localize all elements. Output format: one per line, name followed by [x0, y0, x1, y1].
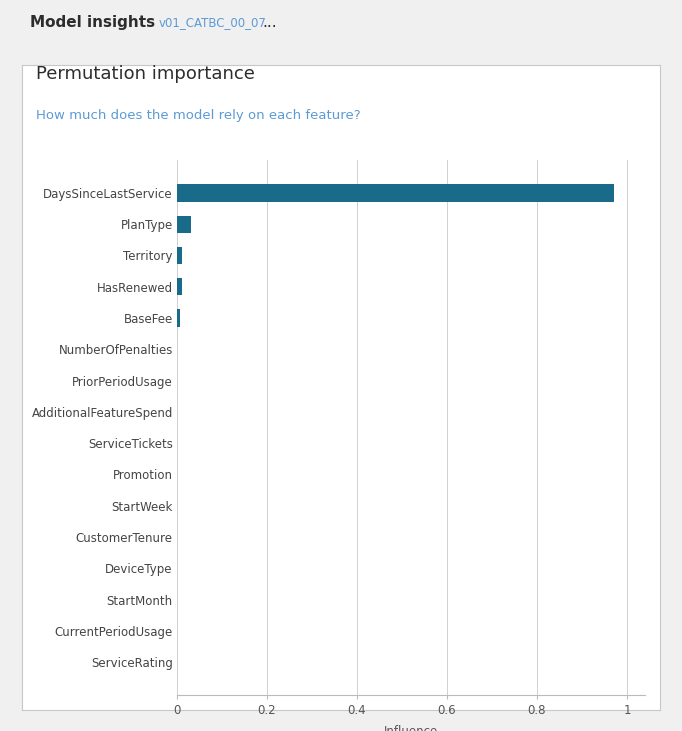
Text: ...: ... [263, 15, 277, 30]
Bar [177, 279, 181, 295]
X-axis label: Influence: Influence [384, 725, 438, 731]
Bar [177, 309, 179, 327]
Text: v01_CATBC_00_07: v01_CATBC_00_07 [159, 16, 267, 29]
Bar [177, 184, 614, 202]
Text: Permutation importance: Permutation importance [35, 65, 254, 83]
Text: How much does the model rely on each feature?: How much does the model rely on each fea… [35, 109, 360, 122]
Bar [177, 216, 192, 232]
Bar [177, 247, 182, 264]
Text: Model insights: Model insights [30, 15, 155, 30]
